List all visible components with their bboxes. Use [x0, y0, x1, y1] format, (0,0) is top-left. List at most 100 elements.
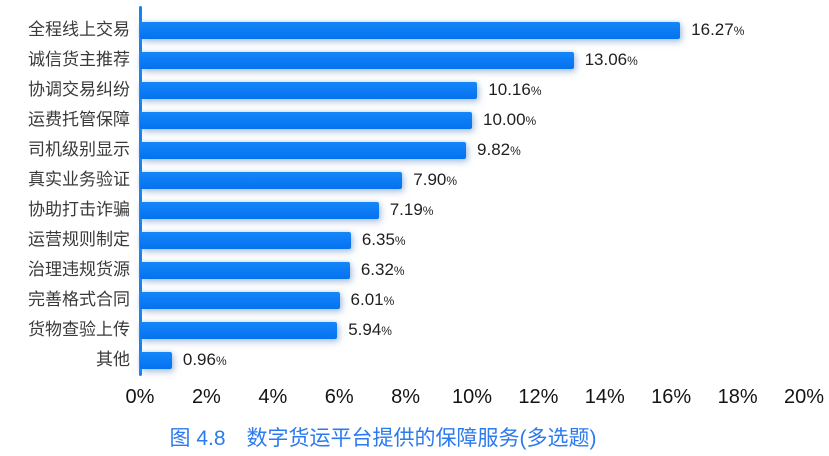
category-label: 其他	[96, 350, 130, 369]
bar	[140, 141, 467, 159]
y-axis-line	[139, 6, 142, 376]
x-tick-label: 8%	[391, 386, 421, 408]
category-label: 运费托管保障	[28, 110, 130, 129]
bar	[140, 291, 340, 309]
bar-track: 7.90%	[140, 165, 804, 195]
bar-track: 10.16%	[140, 75, 804, 105]
plot-area: 全程线上交易 16.27% 诚信货主推荐 13.06% 协调交易纠纷 10.16…	[0, 15, 804, 375]
bar	[140, 51, 574, 69]
bar	[140, 171, 403, 189]
value-label: 5.94%	[348, 320, 392, 340]
chart-row: 司机级别显示 9.82%	[0, 135, 804, 165]
category-label: 协调交易纠纷	[28, 80, 130, 99]
chart-row: 货物查验上传 5.94%	[0, 315, 804, 345]
category-label: 货物查验上传	[28, 320, 130, 339]
percent-sign: %	[627, 54, 638, 68]
value-label: 7.90%	[413, 170, 457, 190]
value-label: 6.35%	[362, 230, 406, 250]
x-tick-label: 18%	[717, 386, 758, 408]
bar	[140, 81, 478, 99]
bar-track: 6.35%	[140, 225, 804, 255]
value-label: 16.27%	[691, 20, 744, 40]
value-number: 7.90	[413, 170, 447, 189]
bar-track: 5.94%	[140, 315, 804, 345]
bar	[140, 111, 472, 129]
bar-track: 6.32%	[140, 255, 804, 285]
percent-sign: %	[525, 114, 537, 128]
value-number: 0.96	[182, 350, 216, 369]
value-number: 16.27	[691, 20, 734, 39]
bar-track: 13.06%	[140, 45, 804, 75]
chart-row: 真实业务验证 7.90%	[0, 165, 804, 195]
x-tick-label: 16%	[651, 386, 692, 408]
value-label: 13.06%	[585, 50, 638, 70]
percent-sign: %	[383, 294, 395, 308]
chart-title: 图 4.8 数字货运平台提供的保障服务(多选题)	[169, 427, 597, 450]
value-label: 9.82%	[477, 140, 521, 160]
bar-track: 6.01%	[140, 285, 804, 315]
chart-row: 运营规则制定 6.35%	[0, 225, 804, 255]
x-tick-label: 2%	[191, 386, 221, 408]
value-number: 5.94	[348, 320, 382, 339]
x-tick-label: 14%	[584, 386, 625, 408]
category-label: 治理违规货源	[28, 260, 130, 279]
bar	[140, 231, 351, 249]
value-number: 7.19	[389, 200, 423, 219]
x-tick-label: 0%	[125, 386, 155, 408]
category-label: 诚信货主推荐	[28, 50, 130, 69]
value-number: 6.35	[361, 230, 395, 249]
category-label: 真实业务验证	[28, 170, 130, 189]
value-label: 6.32%	[361, 260, 405, 280]
x-tick-label: 6%	[324, 386, 354, 408]
bar-track: 0.96%	[140, 345, 804, 375]
percent-sign: %	[530, 84, 542, 98]
x-tick-label: 10%	[451, 386, 493, 408]
bar	[140, 321, 338, 339]
value-label: 0.96%	[183, 350, 227, 370]
bar	[140, 201, 379, 219]
x-axis: 0% 2% 4% 6% 8% 10% 12% 14% 16% 18% 20%	[126, 384, 824, 410]
category-label: 运营规则制定	[28, 230, 130, 249]
bar-track: 9.82%	[140, 135, 804, 165]
chart-row: 完善格式合同 6.01%	[0, 285, 804, 315]
value-number: 9.82	[477, 140, 511, 159]
category-label: 全程线上交易	[28, 20, 130, 39]
x-tick-label: 4%	[258, 386, 288, 408]
bar	[140, 351, 172, 369]
chart-row: 全程线上交易 16.27%	[0, 15, 804, 45]
percent-sign: %	[215, 354, 227, 368]
value-label: 6.01%	[351, 290, 395, 310]
x-tick-label: 12%	[518, 386, 559, 408]
value-number: 10.00	[483, 110, 526, 129]
chart-row: 运费托管保障 10.00%	[0, 105, 804, 135]
x-tick-label: 20%	[783, 386, 825, 408]
value-label: 7.19%	[390, 200, 434, 220]
category-label: 协助打击诈骗	[28, 200, 130, 219]
bar	[140, 261, 350, 279]
percent-sign: %	[422, 204, 434, 218]
bar-track: 16.27%	[140, 15, 804, 45]
percent-sign: %	[510, 144, 521, 158]
value-label: 10.00%	[483, 110, 536, 130]
bar	[140, 21, 681, 39]
chart-row: 协助打击诈骗 7.19%	[0, 195, 804, 225]
chart-row: 协调交易纠纷 10.16%	[0, 75, 804, 105]
value-number: 6.01	[350, 290, 384, 309]
value-label: 10.16%	[488, 80, 541, 100]
category-label: 完善格式合同	[28, 290, 130, 309]
percent-sign: %	[733, 24, 745, 38]
chart-row: 其他 0.96%	[0, 345, 804, 375]
chart-row: 诚信货主推荐 13.06%	[0, 45, 804, 75]
bar-track: 7.19%	[140, 195, 804, 225]
percent-sign: %	[393, 264, 405, 278]
value-number: 10.16	[488, 80, 531, 99]
value-number: 6.32	[360, 260, 394, 279]
value-number: 13.06	[584, 50, 628, 69]
percent-sign: %	[381, 324, 392, 338]
percent-sign: %	[446, 174, 458, 188]
category-label: 司机级别显示	[28, 140, 130, 159]
bar-track: 10.00%	[140, 105, 804, 135]
chart-row: 治理违规货源 6.32%	[0, 255, 804, 285]
percent-sign: %	[394, 234, 406, 248]
